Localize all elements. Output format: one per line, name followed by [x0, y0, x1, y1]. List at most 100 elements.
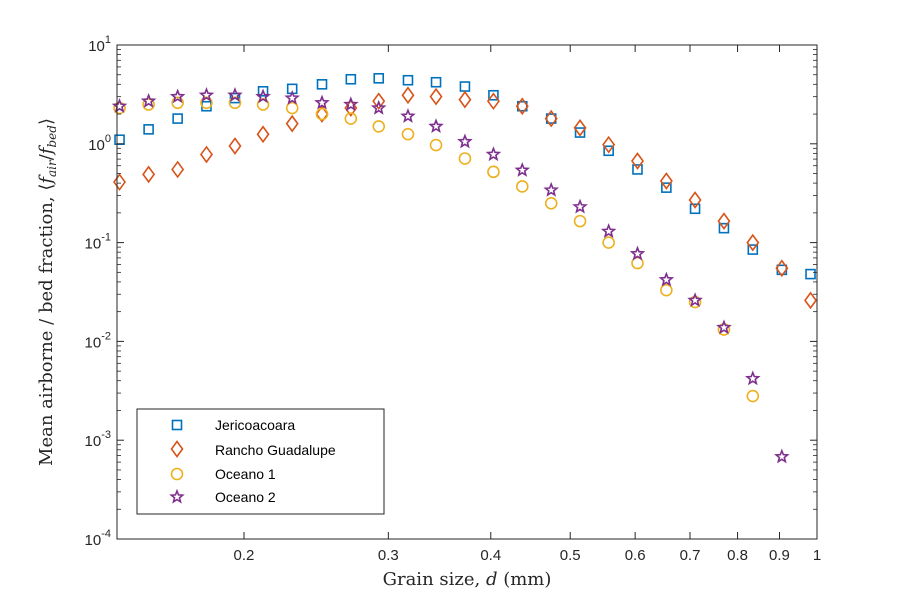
- data-point-series-0-8: [345, 73, 357, 85]
- data-point-series-1-2: [171, 160, 185, 179]
- data-point-series-1-14: [515, 97, 529, 116]
- data-point-series-0-22: [747, 244, 759, 255]
- data-point-series-2-1: [142, 98, 155, 111]
- data-point-series-3-19: [658, 271, 675, 287]
- data-point-series-3-14: [514, 162, 531, 177]
- data-point-series-1-19: [659, 172, 673, 190]
- x-tick-label: 0.6: [625, 547, 646, 564]
- data-point-series-3-18: [629, 245, 646, 261]
- data-point-series-2-16: [573, 214, 587, 228]
- data-point-series-1-21: [717, 212, 731, 230]
- data-point-series-3-9: [370, 99, 387, 115]
- x-tick-label: 0.4: [480, 547, 501, 564]
- legend-marker-2: [170, 467, 184, 481]
- legend-box: [136, 408, 385, 515]
- data-point-series-3-11: [428, 118, 444, 134]
- legend-label-oceano-2: Oceano 2: [215, 489, 276, 505]
- x-tick-label: 0.8: [727, 547, 748, 564]
- data-point-series-3-15: [543, 181, 559, 197]
- data-point-series-3-8: [343, 96, 359, 112]
- data-point-series-1-20: [688, 191, 702, 209]
- data-point-series-2-12: [458, 152, 472, 165]
- data-point-series-1-18: [631, 152, 644, 170]
- data-point-series-2-15: [544, 196, 558, 210]
- data-point-series-2-17: [602, 236, 615, 249]
- x-tick-label: 0.7: [680, 547, 701, 564]
- y-tick-label: 10-4: [85, 528, 111, 549]
- data-point-series-2-11: [429, 138, 443, 152]
- data-point-series-3-12: [457, 133, 473, 149]
- data-point-series-1-10: [401, 86, 415, 105]
- data-point-series-3-2: [169, 88, 186, 104]
- data-point-series-1-24: [804, 291, 818, 310]
- data-point-series-2-22: [746, 389, 760, 403]
- data-point-series-3-22: [745, 370, 761, 386]
- data-point-series-2-6: [285, 101, 299, 115]
- data-point-series-2-13: [487, 165, 500, 179]
- data-point-series-2-19: [660, 283, 673, 297]
- data-point-series-1-11: [429, 87, 443, 106]
- data-point-series-2-21: [717, 323, 731, 336]
- y-axis-title: Mean airborne / bed fraction, ⟨fair/fbed…: [36, 118, 59, 466]
- x-tick-label: 1: [813, 547, 821, 564]
- data-point-series-1-1: [142, 165, 156, 184]
- data-point-series-1-15: [544, 109, 558, 128]
- y-tick-label: 10-2: [85, 330, 111, 351]
- data-point-series-0-13: [488, 89, 499, 101]
- data-point-series-0-11: [430, 76, 442, 88]
- data-point-series-1-13: [486, 92, 500, 111]
- data-point-series-3-4: [227, 87, 243, 102]
- data-point-series-1-6: [285, 114, 299, 133]
- x-tick-label: 0.9: [769, 547, 790, 564]
- data-point-series-3-7: [314, 94, 330, 110]
- data-point-series-0-4: [229, 92, 241, 104]
- data-point-series-3-21: [716, 319, 732, 335]
- data-point-series-0-20: [689, 203, 701, 215]
- x-tick-label: 0.3: [378, 547, 399, 564]
- data-point-series-3-13: [485, 146, 502, 162]
- data-point-series-1-8: [344, 99, 358, 117]
- y-axis-ticks: 10-4 10-3 10-2 10-1 100 101: [85, 34, 817, 549]
- data-point-series-0-10: [402, 74, 414, 86]
- data-point-series-1-9: [372, 92, 386, 111]
- data-point-series-0-21: [718, 222, 730, 234]
- y-tick-label: 101: [88, 34, 111, 55]
- legend: Jericoacoara Rancho Guadalupe Oceano 1 O…: [136, 408, 385, 515]
- data-point-series-1-16: [573, 119, 587, 137]
- data-point-series-3-16: [572, 198, 588, 214]
- legend-markers: [169, 419, 185, 504]
- data-point-series-3-1: [140, 92, 157, 108]
- data-point-series-2-8: [344, 112, 358, 125]
- data-point-series-2-0: [113, 101, 126, 115]
- x-axis-ticks: 0.2 0.3 0.4 0.5 0.6 0.7 0.8 0.9 1: [234, 45, 821, 564]
- data-point-series-3-6: [284, 89, 300, 105]
- y-tick-label: 10-1: [85, 232, 111, 253]
- data-point-series-2-2: [171, 96, 184, 110]
- y-tick-label: 10-3: [85, 429, 111, 450]
- data-marks: [111, 73, 818, 464]
- data-point-series-0-7: [316, 79, 328, 90]
- legend-label-oceano-1: Oceano 1: [215, 466, 276, 482]
- data-point-series-0-16: [574, 127, 586, 138]
- data-point-series-3-5: [255, 88, 271, 104]
- data-point-series-1-17: [602, 135, 616, 154]
- data-point-series-1-4: [228, 137, 242, 155]
- data-point-series-1-12: [458, 90, 472, 109]
- data-point-series-1-22: [746, 233, 760, 252]
- data-point-series-0-17: [603, 145, 614, 157]
- data-point-series-1-7: [315, 105, 329, 123]
- data-point-series-1-3: [199, 145, 213, 164]
- legend-marker-0: [171, 419, 183, 431]
- x-tick-label: 0.5: [560, 547, 581, 564]
- data-point-series-3-3: [198, 87, 215, 102]
- data-point-series-3-17: [600, 223, 617, 238]
- data-point-series-2-14: [515, 180, 529, 193]
- y-tick-label: 100: [88, 133, 111, 154]
- data-point-series-1-23: [775, 259, 789, 278]
- x-tick-label: 0.2: [234, 547, 255, 564]
- legend-marker-3: [169, 488, 185, 504]
- data-point-series-0-18: [632, 164, 643, 175]
- data-point-series-3-0: [111, 98, 128, 113]
- data-point-series-2-18: [631, 256, 644, 270]
